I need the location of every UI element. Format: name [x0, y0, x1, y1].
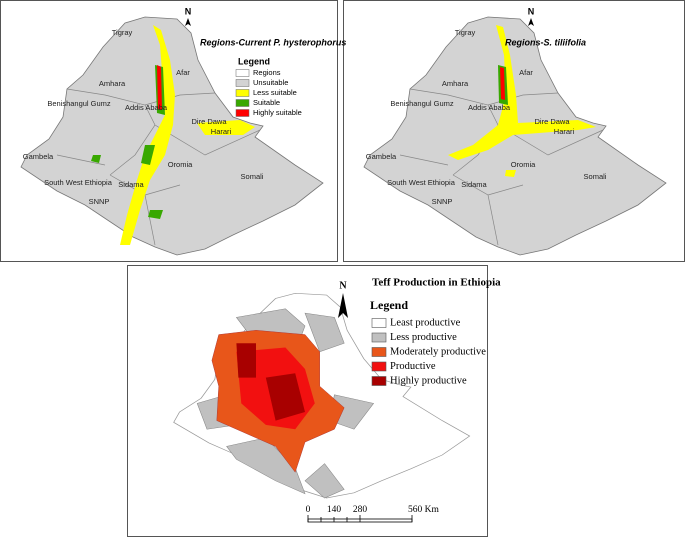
- legend-swatch: [371, 361, 387, 372]
- legend: Legend Least productive Less productive Mod…: [370, 298, 486, 387]
- region-label: Somali: [584, 172, 607, 181]
- region-label: Afar: [519, 68, 533, 77]
- region-label: SNNP: [432, 197, 453, 206]
- region-label: Harari: [211, 127, 232, 136]
- panel-title: Teff Production in Ethiopia: [372, 277, 501, 289]
- legend-title: Legend: [370, 298, 408, 312]
- region-label: Amhara: [99, 79, 126, 88]
- region-label: Somali: [241, 172, 264, 181]
- region-label: South West Ethiopia: [387, 178, 456, 187]
- panel-title: Regions-Current P. hysterophorus: [200, 37, 346, 47]
- legend-swatch: [371, 318, 387, 328]
- legend-label: Less suitable: [253, 88, 297, 97]
- legend-label: Least productive: [390, 317, 461, 328]
- north-label: N: [185, 6, 192, 16]
- north-arrow: [185, 18, 191, 26]
- scale-label: 280: [353, 505, 368, 515]
- legend-swatch: [235, 69, 250, 77]
- region-label: Benishangul Gumz: [47, 99, 111, 108]
- map: [20, 16, 324, 256]
- legend-label: Productive: [390, 361, 436, 372]
- region-label: Dire Dawa: [534, 117, 570, 126]
- legend-label: Highly suitable: [253, 108, 302, 117]
- north-label: N: [528, 6, 535, 16]
- region-label: South West Ethiopia: [44, 178, 113, 187]
- scale-labels: 0 140 280 560 Km: [306, 505, 440, 515]
- north-arrow: [338, 293, 348, 318]
- legend-label: Unsuitable: [253, 78, 288, 87]
- scale-label: 140: [327, 505, 342, 515]
- legend-label: Less productive: [390, 332, 457, 343]
- region-label: Dire Dawa: [191, 117, 227, 126]
- north-arrow: [528, 18, 534, 26]
- region-label: Harari: [554, 127, 575, 136]
- scale-label: 0: [306, 505, 311, 515]
- north-label: N: [339, 280, 347, 291]
- map: [363, 16, 667, 256]
- legend-swatch: [371, 332, 387, 343]
- legend-label: Regions: [253, 68, 281, 77]
- panel-title: Regions-S. tiliifolia: [505, 37, 586, 47]
- region-label: Sidama: [461, 180, 487, 189]
- scale-bar: [307, 515, 413, 523]
- legend-swatch: [235, 79, 250, 87]
- legend-swatch: [371, 376, 387, 386]
- region-labels: Tigray Afar Amhara Benishangul Gumz Addis Ab…: [366, 28, 607, 206]
- region-label: Addis Ababa: [468, 103, 511, 112]
- region-label: Amhara: [442, 79, 469, 88]
- legend-swatch: [235, 99, 250, 107]
- region-label: Afar: [176, 68, 190, 77]
- region-label: Sidama: [118, 180, 144, 189]
- region-label: Benishangul Gumz: [390, 99, 454, 108]
- region-label: Addis Ababa: [125, 103, 168, 112]
- legend-label: Highly productive: [390, 375, 467, 386]
- region-labels: Tigray Afar Amhara Benishangul Gumz Addis Ab…: [23, 28, 264, 206]
- scale-label: 560 Km: [408, 505, 439, 515]
- map: [173, 292, 471, 499]
- legend-label: Suitable: [253, 98, 280, 107]
- region-label: Oromia: [511, 160, 536, 169]
- region-label: Gambela: [23, 152, 54, 161]
- region-label: Tigray: [112, 28, 133, 37]
- region-label: Oromia: [168, 160, 193, 169]
- legend-swatch: [371, 347, 387, 357]
- region-label: Tigray: [455, 28, 476, 37]
- region-label: SNNP: [89, 197, 110, 206]
- legend-title: Legend: [238, 56, 270, 66]
- legend-label: Moderately productive: [390, 346, 486, 357]
- region-label: Gambela: [366, 152, 397, 161]
- legend-swatch: [235, 89, 250, 97]
- legend-swatch: [235, 109, 250, 117]
